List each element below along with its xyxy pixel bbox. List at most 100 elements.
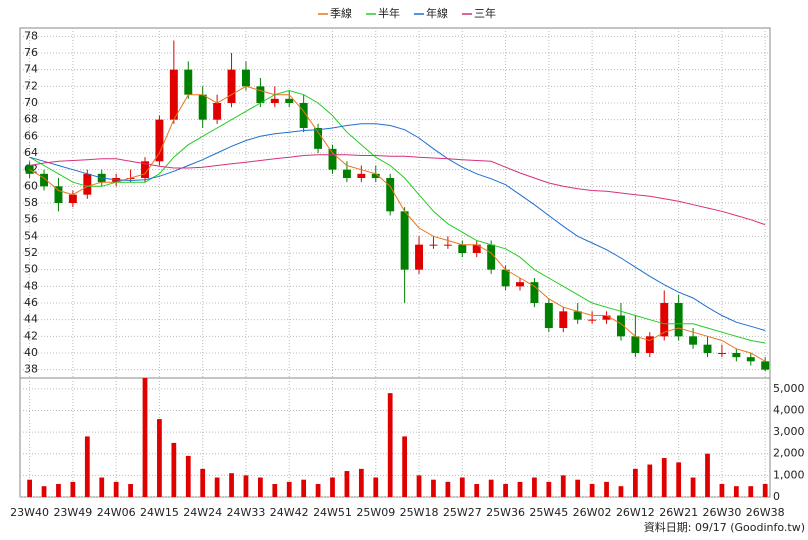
candle-body [703,344,712,353]
x-tick-label: 25W36 [486,506,525,519]
volume-bar [705,453,710,497]
candle-body [458,244,467,253]
x-tick-label: 23W49 [53,506,92,519]
candle-body [141,161,149,178]
y-tick-label: 38 [24,363,38,376]
x-tick-label: 26W02 [573,506,612,519]
moving-average-line [29,154,766,226]
y-tick-label: 46 [24,296,38,309]
x-tick-label: 24W15 [140,506,179,519]
candle-body [443,244,452,246]
volume-bar [589,484,595,497]
volume-tick-label: 1,000 [773,468,805,481]
candle-body [184,69,193,95]
volume-bar [171,442,177,497]
candle-body [198,94,207,120]
candle-body [674,303,683,337]
y-tick-label: 60 [24,179,38,192]
volume-bar [633,468,638,497]
candle-body [761,361,770,370]
volume-tick-label: 2,000 [773,447,805,460]
volume-bar [41,486,47,497]
volume-bar [286,481,292,497]
volume-tick-label: 3,000 [773,425,805,438]
candle-body [645,336,654,353]
volume-bar [431,479,436,497]
candle-body [285,98,294,103]
legend-label: 年線 [426,6,448,20]
y-tick-label: 72 [24,79,38,92]
candle-body [472,244,481,253]
y-tick-label: 70 [24,96,38,109]
volume-bar [272,484,278,497]
volume-bar [70,481,76,497]
volume-bar [402,436,407,497]
candle-body [400,211,409,270]
y-tick-label: 40 [24,346,38,359]
x-tick-label: 26W21 [659,506,698,519]
candle-body [270,98,279,103]
volume-bar [56,484,61,497]
y-tick-label: 64 [24,146,38,159]
candle-body [732,353,741,358]
y-tick-label: 74 [24,63,38,76]
candle-body [573,311,582,320]
volume-bar [762,484,768,497]
volume-bar [373,477,379,497]
y-tick-label: 76 [24,46,38,59]
legend-label: 三年 [474,6,496,20]
candle-body [746,357,755,362]
candle-body [169,69,178,120]
volume-bar [387,393,393,497]
candle-body [357,173,366,178]
volume-bar [474,484,480,497]
y-tick-label: 68 [24,113,38,126]
volume-bar [647,464,653,497]
volume-bar [532,477,537,497]
candle-body [660,303,669,337]
candle-body [516,282,524,287]
volume-bar [344,471,350,497]
y-tick-label: 66 [24,129,38,142]
volume-bar [690,477,696,497]
candle-body [68,194,77,203]
source-note: 資料日期: 09/17 (Goodinfo.tw) [644,520,805,534]
volume-bar [416,475,422,497]
volume-bar [243,475,249,497]
candle-body [559,311,568,328]
candle-body [54,186,63,203]
y-tick-label: 54 [24,229,38,242]
volume-bar [128,484,133,497]
y-tick-label: 56 [24,213,38,226]
x-tick-label: 26W38 [746,506,785,519]
x-tick-label: 26W12 [616,506,655,519]
volume-bar [84,436,90,497]
x-tick-label: 25W18 [400,506,439,519]
x-tick-label: 24W24 [183,506,222,519]
moving-average-line [29,85,766,362]
candle-body [588,319,597,321]
candle-body [256,86,265,103]
y-tick-label: 48 [24,279,38,292]
volume-bar [157,419,162,497]
y-tick-label: 42 [24,329,38,342]
candle-body [616,315,625,337]
candle-body [487,244,496,270]
volume-bar [229,473,234,497]
y-tick-label: 44 [24,313,38,326]
volume-bar [676,462,682,497]
x-tick-label: 24W51 [313,506,352,519]
volume-bar [503,484,508,497]
volume-bar [445,481,451,497]
candle-body [40,173,49,187]
volume-bar [214,477,220,497]
plot-frame [19,27,771,498]
candle-body [314,128,323,149]
candle-body [602,315,611,320]
candle-body [328,148,337,170]
candle-body [501,269,510,287]
volume-bar [517,481,523,497]
candle-body [689,336,698,345]
candle-body [631,336,640,353]
candle-body [25,165,34,174]
